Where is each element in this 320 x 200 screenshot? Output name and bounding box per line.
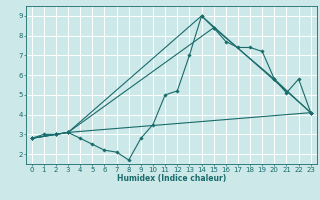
X-axis label: Humidex (Indice chaleur): Humidex (Indice chaleur) <box>116 174 226 183</box>
